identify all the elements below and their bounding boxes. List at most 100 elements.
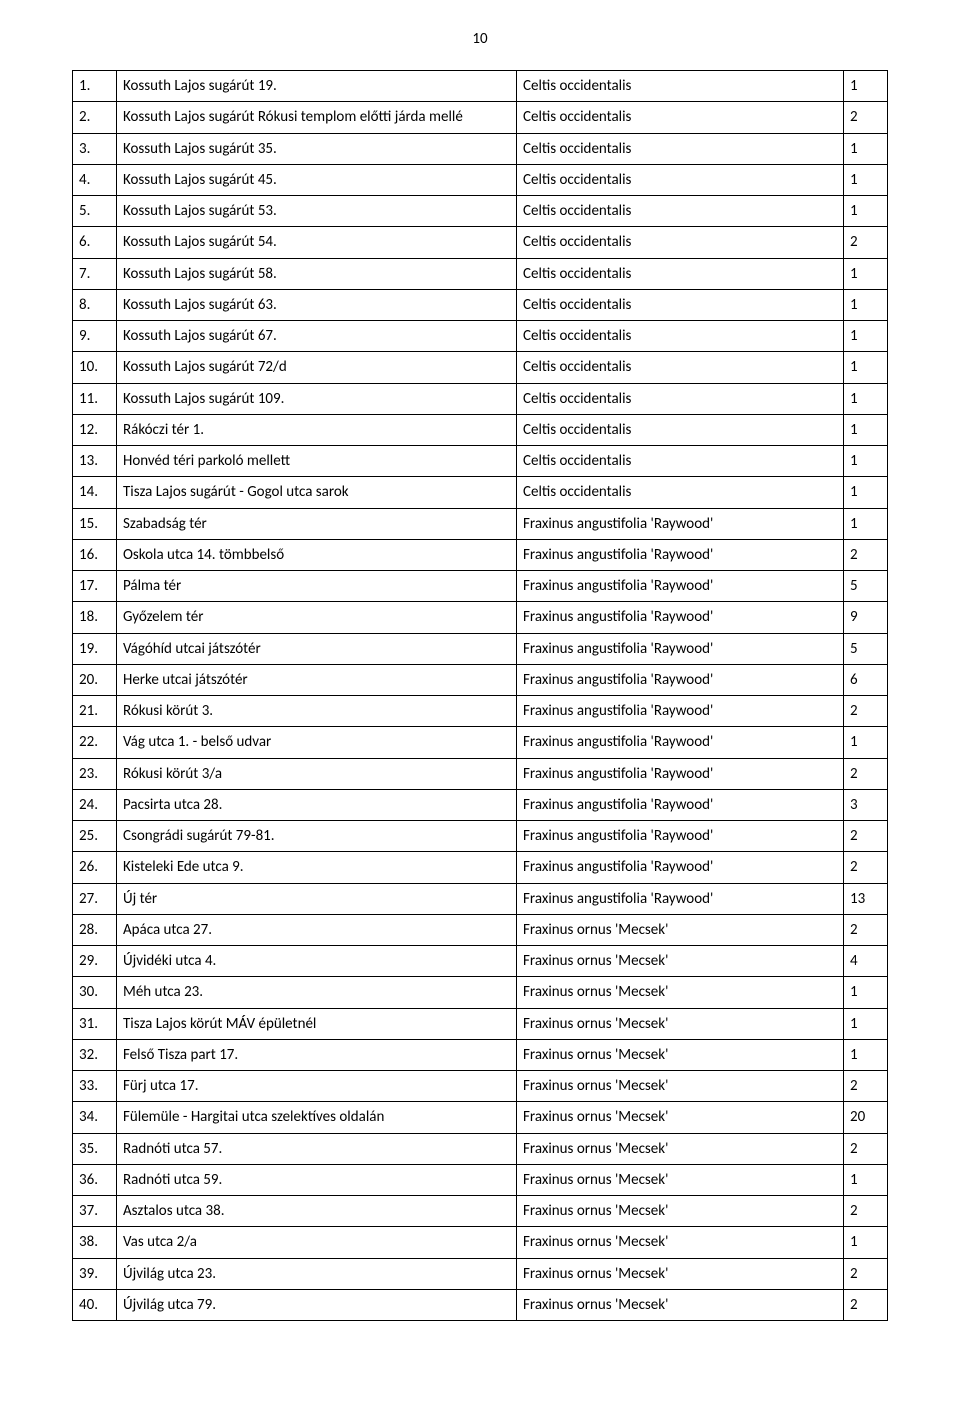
row-location: Vágóhíd utcai játszótér — [117, 633, 517, 664]
row-location: Vág utca 1. - belső udvar — [117, 727, 517, 758]
row-species: Fraxinus ornus 'Mecsek' — [517, 1133, 844, 1164]
table-row: 7.Kossuth Lajos sugárút 58.Celtis occide… — [73, 258, 888, 289]
row-location: Csongrádi sugárút 79-81. — [117, 821, 517, 852]
row-quantity: 1 — [844, 1008, 888, 1039]
row-quantity: 1 — [844, 446, 888, 477]
row-species: Celtis occidentalis — [517, 446, 844, 477]
row-number: 40. — [73, 1289, 117, 1320]
table-row: 27.Új térFraxinus angustifolia 'Raywood'… — [73, 883, 888, 914]
row-species: Fraxinus angustifolia 'Raywood' — [517, 883, 844, 914]
row-species: Fraxinus ornus 'Mecsek' — [517, 1039, 844, 1070]
row-location: Kossuth Lajos sugárút 45. — [117, 164, 517, 195]
row-species: Fraxinus angustifolia 'Raywood' — [517, 633, 844, 664]
table-row: 38.Vas utca 2/aFraxinus ornus 'Mecsek'1 — [73, 1227, 888, 1258]
row-species: Celtis occidentalis — [517, 321, 844, 352]
row-species: Fraxinus angustifolia 'Raywood' — [517, 758, 844, 789]
row-location: Győzelem tér — [117, 602, 517, 633]
table-row: 13.Honvéd téri parkoló mellettCeltis occ… — [73, 446, 888, 477]
row-location: Radnóti utca 59. — [117, 1164, 517, 1195]
row-number: 15. — [73, 508, 117, 539]
row-species: Fraxinus ornus 'Mecsek' — [517, 1008, 844, 1039]
row-location: Honvéd téri parkoló mellett — [117, 446, 517, 477]
row-quantity: 2 — [844, 102, 888, 133]
row-number: 22. — [73, 727, 117, 758]
row-quantity: 2 — [844, 227, 888, 258]
row-location: Méh utca 23. — [117, 977, 517, 1008]
row-quantity: 1 — [844, 1039, 888, 1070]
row-location: Apáca utca 27. — [117, 914, 517, 945]
row-number: 23. — [73, 758, 117, 789]
row-species: Fraxinus angustifolia 'Raywood' — [517, 602, 844, 633]
row-quantity: 1 — [844, 477, 888, 508]
row-species: Fraxinus angustifolia 'Raywood' — [517, 571, 844, 602]
row-location: Szabadság tér — [117, 508, 517, 539]
row-quantity: 4 — [844, 946, 888, 977]
table-row: 34.Fülemüle - Hargitai utca szelektíves … — [73, 1102, 888, 1133]
row-quantity: 2 — [844, 758, 888, 789]
table-row: 1.Kossuth Lajos sugárút 19.Celtis occide… — [73, 71, 888, 102]
row-location: Fülemüle - Hargitai utca szelektíves old… — [117, 1102, 517, 1133]
table-row: 22.Vág utca 1. - belső udvarFraxinus ang… — [73, 727, 888, 758]
row-species: Celtis occidentalis — [517, 227, 844, 258]
row-location: Kisteleki Ede utca 9. — [117, 852, 517, 883]
row-number: 14. — [73, 477, 117, 508]
row-quantity: 2 — [844, 539, 888, 570]
row-number: 4. — [73, 164, 117, 195]
row-number: 25. — [73, 821, 117, 852]
table-row: 39.Újvilág utca 23.Fraxinus ornus 'Mecse… — [73, 1258, 888, 1289]
row-number: 19. — [73, 633, 117, 664]
row-location: Tisza Lajos sugárút - Gogol utca sarok — [117, 477, 517, 508]
row-quantity: 1 — [844, 977, 888, 1008]
row-number: 26. — [73, 852, 117, 883]
row-location: Tisza Lajos körút MÁV épületnél — [117, 1008, 517, 1039]
row-quantity: 1 — [844, 414, 888, 445]
table-row: 18.Győzelem térFraxinus angustifolia 'Ra… — [73, 602, 888, 633]
table-row: 30.Méh utca 23.Fraxinus ornus 'Mecsek'1 — [73, 977, 888, 1008]
row-location: Új tér — [117, 883, 517, 914]
row-number: 27. — [73, 883, 117, 914]
row-location: Rákóczi tér 1. — [117, 414, 517, 445]
table-row: 36.Radnóti utca 59.Fraxinus ornus 'Mecse… — [73, 1164, 888, 1195]
table-row: 5.Kossuth Lajos sugárút 53.Celtis occide… — [73, 196, 888, 227]
row-location: Újvilág utca 79. — [117, 1289, 517, 1320]
row-number: 11. — [73, 383, 117, 414]
row-species: Celtis occidentalis — [517, 164, 844, 195]
row-number: 1. — [73, 71, 117, 102]
row-quantity: 2 — [844, 1196, 888, 1227]
row-species: Celtis occidentalis — [517, 414, 844, 445]
row-number: 17. — [73, 571, 117, 602]
row-species: Fraxinus ornus 'Mecsek' — [517, 1196, 844, 1227]
row-quantity: 5 — [844, 571, 888, 602]
row-location: Rókusi körút 3. — [117, 696, 517, 727]
row-location: Kossuth Lajos sugárút 19. — [117, 71, 517, 102]
row-number: 35. — [73, 1133, 117, 1164]
row-species: Fraxinus angustifolia 'Raywood' — [517, 539, 844, 570]
row-number: 29. — [73, 946, 117, 977]
row-location: Felső Tisza part 17. — [117, 1039, 517, 1070]
row-species: Fraxinus angustifolia 'Raywood' — [517, 664, 844, 695]
row-species: Celtis occidentalis — [517, 196, 844, 227]
row-location: Kossuth Lajos sugárút 58. — [117, 258, 517, 289]
row-species: Celtis occidentalis — [517, 133, 844, 164]
row-number: 10. — [73, 352, 117, 383]
table-row: 11.Kossuth Lajos sugárút 109.Celtis occi… — [73, 383, 888, 414]
row-species: Fraxinus ornus 'Mecsek' — [517, 977, 844, 1008]
row-number: 31. — [73, 1008, 117, 1039]
row-quantity: 1 — [844, 258, 888, 289]
table-row: 21.Rókusi körút 3.Fraxinus angustifolia … — [73, 696, 888, 727]
row-number: 16. — [73, 539, 117, 570]
table-row: 17.Pálma térFraxinus angustifolia 'Raywo… — [73, 571, 888, 602]
table-row: 14.Tisza Lajos sugárút - Gogol utca saro… — [73, 477, 888, 508]
row-location: Újvilág utca 23. — [117, 1258, 517, 1289]
row-quantity: 6 — [844, 664, 888, 695]
table-row: 6.Kossuth Lajos sugárút 54.Celtis occide… — [73, 227, 888, 258]
table-row: 33.Fürj utca 17.Fraxinus ornus 'Mecsek'2 — [73, 1071, 888, 1102]
row-location: Vas utca 2/a — [117, 1227, 517, 1258]
row-number: 9. — [73, 321, 117, 352]
row-number: 30. — [73, 977, 117, 1008]
row-quantity: 1 — [844, 508, 888, 539]
row-location: Pálma tér — [117, 571, 517, 602]
row-species: Fraxinus angustifolia 'Raywood' — [517, 696, 844, 727]
row-quantity: 2 — [844, 914, 888, 945]
row-quantity: 2 — [844, 852, 888, 883]
